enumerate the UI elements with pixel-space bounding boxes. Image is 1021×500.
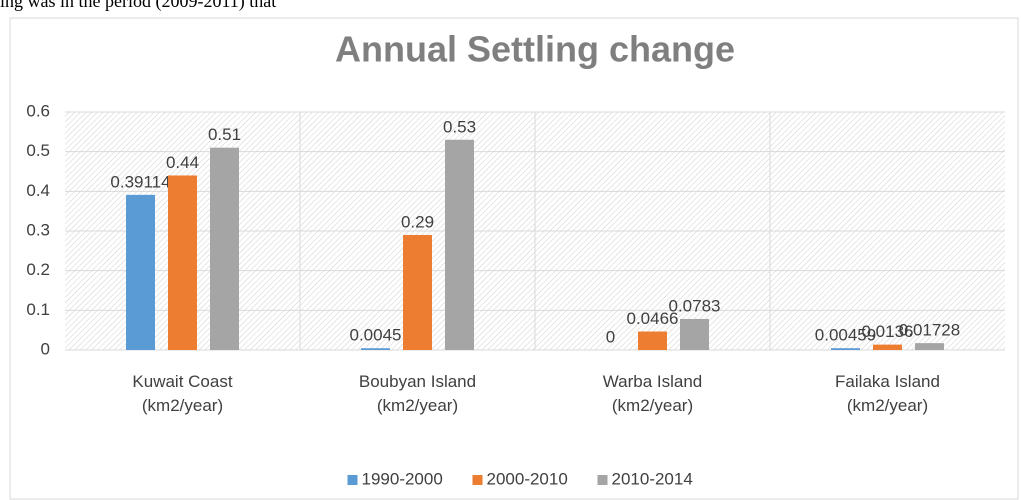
bar <box>831 348 860 350</box>
bar <box>873 344 902 350</box>
y-tick-label: 0.3 <box>26 220 50 239</box>
legend-swatch <box>347 475 358 485</box>
data-label: 0.39114 <box>110 172 170 191</box>
legend-label: 2010-2014 <box>612 469 693 488</box>
bar <box>168 175 197 350</box>
y-tick-label: 0 <box>41 339 50 358</box>
bar <box>680 318 709 350</box>
y-tick-label: 0.1 <box>26 300 50 319</box>
bar <box>361 348 390 350</box>
data-label: 0.29 <box>401 212 434 231</box>
data-label: 0.00459 <box>815 326 876 345</box>
bar <box>445 139 474 350</box>
x-tick-label: Kuwait Coast (km2/year) <box>132 372 233 415</box>
bar <box>126 194 155 350</box>
bar <box>638 331 667 350</box>
legend-swatch <box>472 475 483 485</box>
y-tick-label: 0.2 <box>26 260 50 279</box>
legend-swatch <box>597 475 608 485</box>
bar <box>403 234 432 350</box>
bar <box>210 147 239 350</box>
x-tick-label: Failaka Island (km2/year) <box>835 372 940 415</box>
y-tick-label: 0.5 <box>26 141 50 160</box>
data-label: 0.01728 <box>899 321 960 340</box>
x-tick-label: Warba Island (km2/year) <box>602 372 703 415</box>
bar <box>915 343 944 350</box>
data-label: 0.51 <box>208 125 241 144</box>
x-tick-label: Boubyan Island (km2/year) <box>358 372 477 415</box>
data-label: 0.0783 <box>669 296 721 315</box>
y-tick-label: 0.6 <box>26 101 50 120</box>
document-text: ing was in the period (2009-2011) that <box>0 0 277 11</box>
chart-title: Annual Settling change <box>335 29 735 70</box>
data-label: 0.0045 <box>350 326 402 345</box>
y-tick-label: 0.4 <box>26 181 50 200</box>
data-label: 0 <box>606 327 615 346</box>
data-label: 0.53 <box>443 117 476 136</box>
legend-label: 2000-2010 <box>487 469 568 488</box>
data-label: 0.44 <box>166 153 199 172</box>
legend-label: 1990-2000 <box>362 469 443 488</box>
data-label: 0.0466 <box>627 309 679 328</box>
data-label: 0.0136 <box>862 322 914 341</box>
